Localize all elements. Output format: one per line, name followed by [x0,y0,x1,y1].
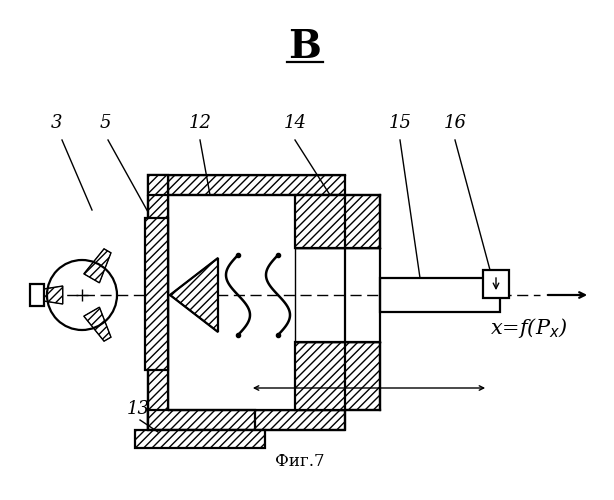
Polygon shape [84,249,111,283]
Bar [145,218,168,370]
Text: Фиг.7: Фиг.7 [275,453,325,470]
Bar [148,175,345,195]
Polygon shape [31,286,63,304]
Bar [148,410,345,430]
Text: 16: 16 [443,114,467,132]
Bar [295,195,380,248]
Text: 5: 5 [99,114,111,132]
Text: 13: 13 [126,400,149,418]
Text: 12: 12 [188,114,211,132]
Bar [148,175,168,430]
Polygon shape [170,258,218,332]
Bar [135,430,265,448]
Text: B: B [289,28,322,66]
Bar [295,342,380,410]
Text: 14: 14 [284,114,306,132]
Text: 3: 3 [51,114,63,132]
Text: x=f(P$_x$): x=f(P$_x$) [490,316,568,340]
Polygon shape [84,307,111,341]
Bar [30,284,44,306]
Text: 15: 15 [389,114,411,132]
Bar [483,270,509,298]
Bar [380,278,500,312]
Bar [148,410,255,430]
